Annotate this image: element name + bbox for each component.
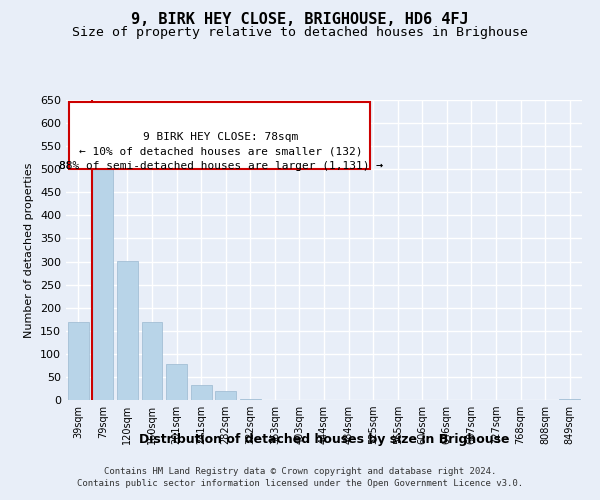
Bar (92, 162, 113, 400)
Text: Size of property relative to detached houses in Brighouse: Size of property relative to detached ho… (72, 26, 528, 39)
Bar (559, 398, 580, 400)
Text: Contains HM Land Registry data © Crown copyright and database right 2024.: Contains HM Land Registry data © Crown c… (104, 467, 496, 476)
Bar (142, 322, 163, 400)
Text: 9 BIRK HEY CLOSE: 78sqm: 9 BIRK HEY CLOSE: 78sqm (143, 132, 298, 141)
FancyBboxPatch shape (68, 102, 370, 169)
Text: ← 10% of detached houses are smaller (132): ← 10% of detached houses are smaller (13… (79, 146, 362, 156)
Y-axis label: Number of detached properties: Number of detached properties (25, 162, 34, 338)
Bar (191, 385, 212, 400)
Text: ← 10% of detached houses are smaller (132): ← 10% of detached houses are smaller (13… (79, 146, 362, 156)
Text: Contains public sector information licensed under the Open Government Licence v3: Contains public sector information licen… (77, 478, 523, 488)
Bar (68, 322, 89, 400)
Bar (215, 391, 236, 400)
Bar (117, 260, 138, 400)
Text: 9 BIRK HEY CLOSE: 78sqm: 9 BIRK HEY CLOSE: 78sqm (143, 132, 298, 141)
Bar (166, 364, 187, 400)
Text: 9, BIRK HEY CLOSE, BRIGHOUSE, HD6 4FJ: 9, BIRK HEY CLOSE, BRIGHOUSE, HD6 4FJ (131, 12, 469, 28)
Bar (240, 398, 261, 400)
Text: 88% of semi-detached houses are larger (1,131) →: 88% of semi-detached houses are larger (… (59, 160, 383, 170)
Text: 88% of semi-detached houses are larger (1,131) →: 88% of semi-detached houses are larger (… (59, 160, 383, 170)
Text: Distribution of detached houses by size in Brighouse: Distribution of detached houses by size … (139, 432, 509, 446)
